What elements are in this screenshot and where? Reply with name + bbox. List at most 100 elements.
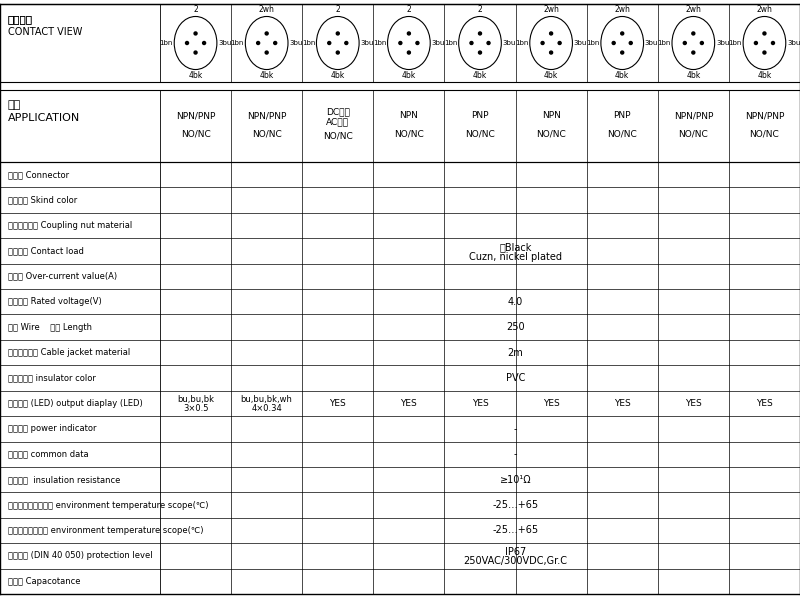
Circle shape — [328, 42, 330, 45]
Text: 通电指示 power indicator: 通电指示 power indicator — [8, 424, 97, 433]
Circle shape — [630, 42, 632, 45]
Text: 3×0.5: 3×0.5 — [183, 404, 208, 413]
Text: 3bu: 3bu — [787, 40, 800, 46]
Text: 4bk: 4bk — [615, 72, 630, 81]
Text: 输出显示 (LED) output diaplay (LED): 输出显示 (LED) output diaplay (LED) — [8, 399, 142, 408]
Text: 4bk: 4bk — [330, 72, 345, 81]
Circle shape — [550, 51, 553, 54]
Text: 电缆 Wire    长度 Length: 电缆 Wire 长度 Length — [8, 322, 92, 332]
Text: 3bu: 3bu — [645, 40, 658, 46]
Text: 1bn: 1bn — [729, 40, 742, 46]
Circle shape — [202, 42, 206, 45]
Text: IP67: IP67 — [505, 547, 526, 557]
Text: YES: YES — [756, 399, 773, 408]
Circle shape — [407, 51, 410, 54]
Text: NO/NC: NO/NC — [394, 130, 424, 139]
Text: 3bu: 3bu — [574, 40, 587, 46]
Text: YES: YES — [401, 399, 418, 408]
Text: 外套颜色 Skind color: 外套颜色 Skind color — [8, 196, 78, 205]
Text: 3bu: 3bu — [502, 40, 516, 46]
Text: 4.0: 4.0 — [508, 297, 523, 307]
Circle shape — [558, 42, 561, 45]
Text: 1bn: 1bn — [658, 40, 670, 46]
Circle shape — [478, 32, 482, 35]
Circle shape — [265, 51, 268, 54]
Circle shape — [692, 32, 695, 35]
Circle shape — [692, 51, 695, 54]
Text: NO/NC: NO/NC — [323, 131, 353, 140]
Text: bu,bu,bk: bu,bu,bk — [177, 395, 214, 404]
Text: 连接螺母材料 Coupling nut material: 连接螺母材料 Coupling nut material — [8, 221, 132, 230]
Text: NPN/PNP: NPN/PNP — [247, 112, 286, 121]
Text: YES: YES — [685, 399, 702, 408]
Text: 4bk: 4bk — [544, 72, 558, 81]
Text: 4×0.34: 4×0.34 — [251, 404, 282, 413]
Circle shape — [754, 42, 758, 45]
Circle shape — [336, 51, 339, 54]
Text: PVC: PVC — [506, 373, 526, 383]
Text: 额定电压 Rated voltage(V): 额定电压 Rated voltage(V) — [8, 297, 102, 306]
Text: DC二线: DC二线 — [326, 107, 350, 116]
Circle shape — [194, 32, 197, 35]
Text: NPN: NPN — [399, 112, 418, 121]
Text: 1bn: 1bn — [373, 40, 386, 46]
Circle shape — [407, 32, 410, 35]
Text: 接插外形: 接插外形 — [8, 14, 33, 24]
Text: 1bn: 1bn — [586, 40, 599, 46]
Circle shape — [336, 32, 339, 35]
Text: NO/NC: NO/NC — [750, 130, 779, 139]
Text: 2: 2 — [406, 5, 411, 14]
Text: YES: YES — [472, 399, 488, 408]
Circle shape — [478, 51, 482, 54]
Text: APPLICATION: APPLICATION — [8, 113, 80, 123]
Text: NO/NC: NO/NC — [678, 130, 708, 139]
Circle shape — [700, 42, 703, 45]
Text: 2m: 2m — [508, 347, 523, 358]
Text: 3bu: 3bu — [431, 40, 445, 46]
Text: bu,bu,bk,wh: bu,bu,bk,wh — [241, 395, 293, 404]
Text: NO/NC: NO/NC — [181, 130, 210, 139]
Text: -25…+65: -25…+65 — [493, 500, 538, 510]
Text: 接插外形: 接插外形 — [8, 14, 33, 24]
Text: NO/NC: NO/NC — [536, 130, 566, 139]
Text: 3bu: 3bu — [716, 40, 730, 46]
Text: 2: 2 — [478, 5, 482, 14]
Circle shape — [399, 42, 402, 45]
Text: 接插件 Connector: 接插件 Connector — [8, 170, 69, 179]
Text: NPN/PNP: NPN/PNP — [176, 112, 215, 121]
Text: 1bn: 1bn — [302, 40, 315, 46]
Circle shape — [274, 42, 277, 45]
Text: 2wh: 2wh — [614, 5, 630, 14]
Circle shape — [763, 32, 766, 35]
Text: NPN/PNP: NPN/PNP — [674, 112, 713, 121]
Text: 电缆外皮材料 Cable jacket material: 电缆外皮材料 Cable jacket material — [8, 348, 130, 357]
Text: 4bk: 4bk — [473, 72, 487, 81]
Circle shape — [621, 51, 624, 54]
Text: 2wh: 2wh — [686, 5, 702, 14]
Text: 4bk: 4bk — [758, 72, 771, 81]
Text: -: - — [514, 424, 518, 434]
Circle shape — [612, 42, 615, 45]
Circle shape — [257, 42, 260, 45]
Text: 黑Black: 黑Black — [499, 242, 532, 252]
Text: 过流値 Over-current value(A): 过流値 Over-current value(A) — [8, 272, 117, 281]
Text: PNP: PNP — [614, 112, 631, 121]
Circle shape — [763, 51, 766, 54]
Text: 4bk: 4bk — [402, 72, 416, 81]
Circle shape — [621, 32, 624, 35]
Text: 防护等级 (DIN 40 050) protection level: 防护等级 (DIN 40 050) protection level — [8, 552, 153, 561]
Text: 2wh: 2wh — [757, 5, 772, 14]
Text: 2wh: 2wh — [258, 5, 274, 14]
Text: 1bn: 1bn — [444, 40, 458, 46]
Text: 环境温度范围电缆 environment temperature scope(℃): 环境温度范围电缆 environment temperature scope(℃… — [8, 526, 203, 535]
Text: Cuzn, nickel plated: Cuzn, nickel plated — [469, 252, 562, 262]
Text: 1bn: 1bn — [230, 40, 244, 46]
Circle shape — [345, 42, 348, 45]
Text: CONTACT VIEW: CONTACT VIEW — [8, 27, 82, 37]
Circle shape — [186, 42, 189, 45]
Circle shape — [265, 32, 268, 35]
Text: 250: 250 — [506, 322, 525, 332]
Text: 1bn: 1bn — [159, 40, 173, 46]
Text: 3bu: 3bu — [361, 40, 374, 46]
Circle shape — [550, 32, 553, 35]
